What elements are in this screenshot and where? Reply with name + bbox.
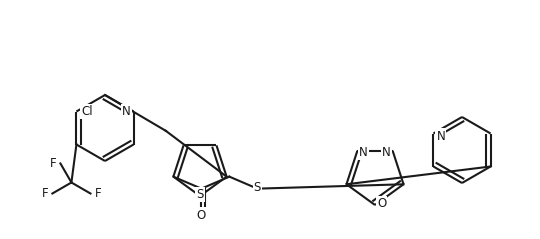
Text: O: O	[197, 209, 206, 222]
Text: S: S	[197, 188, 204, 201]
Text: S: S	[254, 181, 261, 194]
Text: N: N	[436, 130, 445, 142]
Text: N: N	[122, 105, 131, 118]
Text: N: N	[382, 146, 390, 159]
Text: Cl: Cl	[82, 105, 93, 118]
Text: F: F	[50, 157, 56, 170]
Text: F: F	[94, 187, 101, 200]
Text: F: F	[42, 187, 49, 200]
Text: O: O	[377, 197, 386, 210]
Text: N: N	[359, 146, 368, 159]
